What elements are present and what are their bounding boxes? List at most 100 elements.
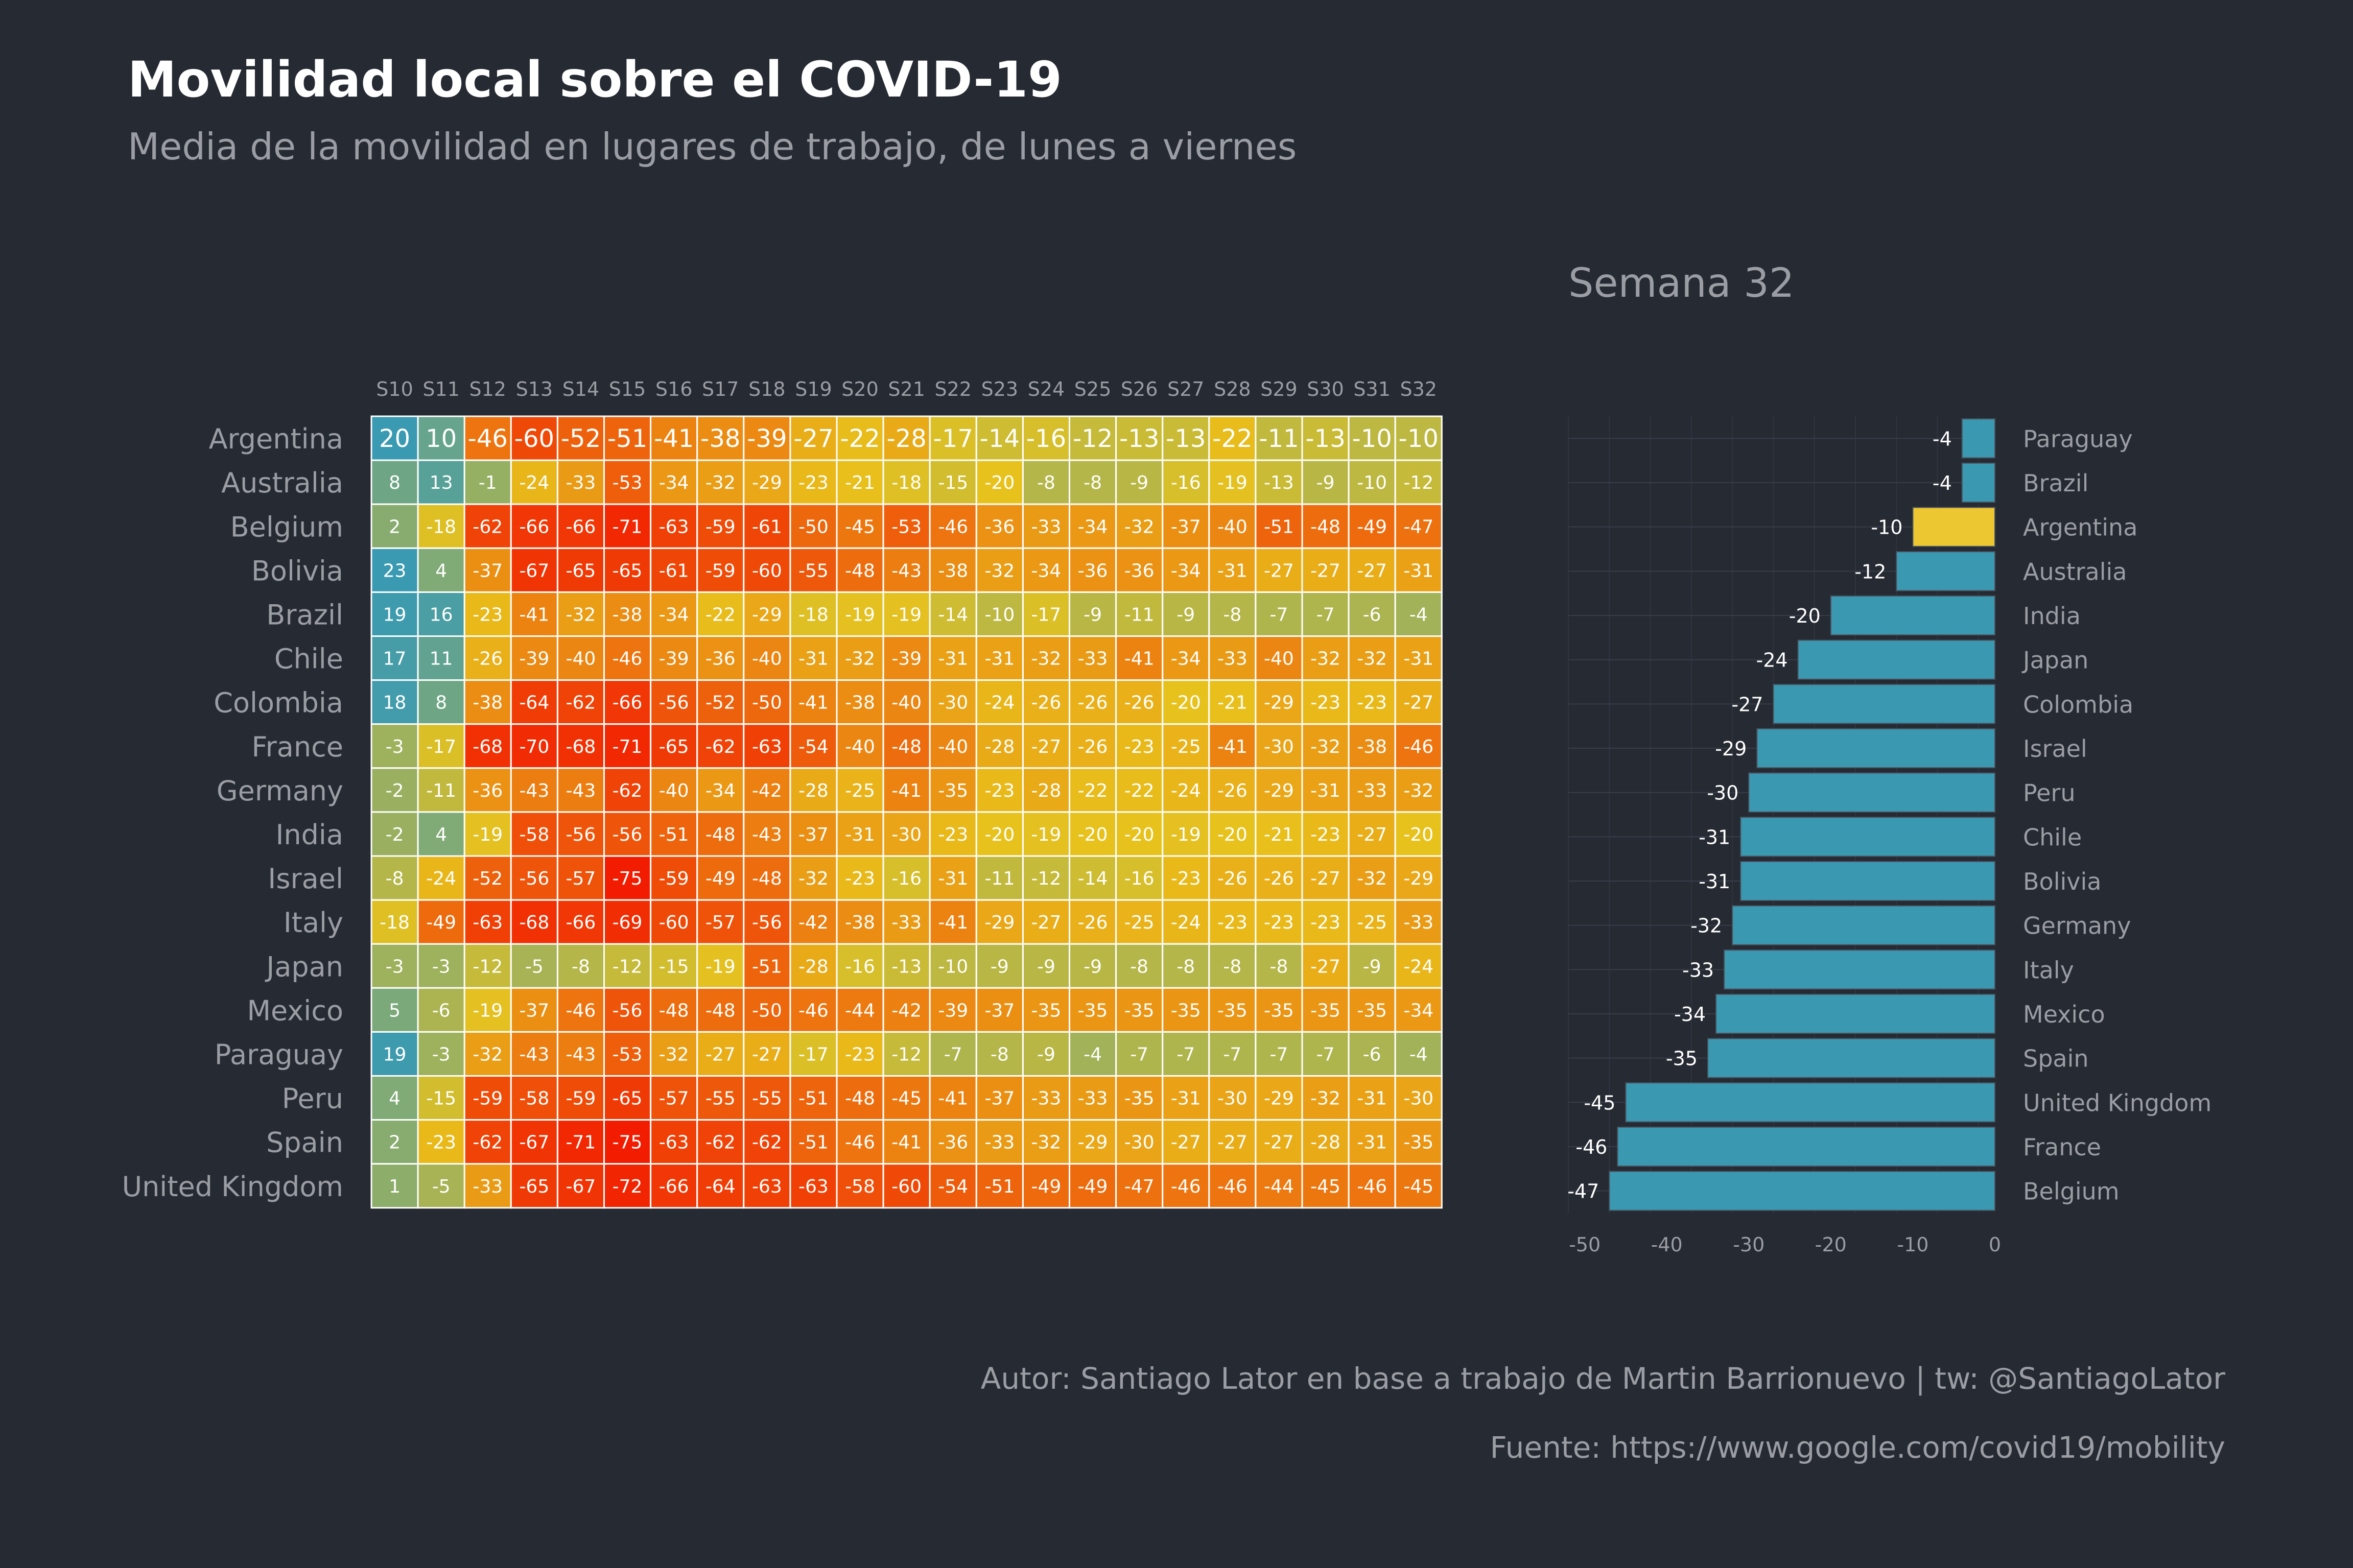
bar-country-label: Mexico xyxy=(2023,1001,2105,1028)
heat-cell-label: -63 xyxy=(752,1176,782,1197)
heat-cell-label: 13 xyxy=(430,472,453,493)
heat-cell-label: -44 xyxy=(845,1000,875,1021)
heat-cell-label: -55 xyxy=(752,1088,782,1109)
heat-cell-label: -14 xyxy=(980,424,1020,453)
heat-cell-label: -69 xyxy=(613,912,643,933)
heat-cell xyxy=(463,1075,512,1121)
heat-cell-label: -9 xyxy=(1363,956,1381,977)
heat-cell-label: -62 xyxy=(752,1132,782,1153)
heat-cell-label: -2 xyxy=(386,824,404,845)
heat-cell-label: -23 xyxy=(1310,693,1340,714)
heat-cell-label: -32 xyxy=(1124,516,1155,537)
bar-country-label: France xyxy=(2023,1133,2101,1161)
heat-cell-label: -56 xyxy=(752,912,782,933)
heat-cell-label: -30 xyxy=(1217,1088,1248,1109)
heat-cell-label: -31 xyxy=(938,649,968,670)
heat-cell-label: -25 xyxy=(1124,912,1155,933)
heat-cell xyxy=(743,855,791,901)
heat-cell xyxy=(556,943,605,989)
heat-cell-label: -37 xyxy=(798,824,829,845)
heat-cell-label: 17 xyxy=(383,649,407,670)
heat-cell-label: -34 xyxy=(1171,560,1201,581)
heat-cell xyxy=(836,679,884,725)
heat-cell xyxy=(510,855,558,901)
heat-cell-label: -42 xyxy=(752,780,782,801)
heat-cell-label: -4 xyxy=(1409,604,1428,625)
heat-cell-label: -7 xyxy=(944,1044,962,1065)
heat-cell-label: -17 xyxy=(426,737,456,757)
heat-cell-label: -54 xyxy=(798,737,829,757)
heat-cell xyxy=(1301,767,1350,813)
heat-cell-label: -10 xyxy=(1399,424,1439,453)
heat-cell-label: -22 xyxy=(1124,780,1155,801)
heat-cell xyxy=(743,635,791,681)
heat-cell-label: -18 xyxy=(380,912,410,933)
heat-cell xyxy=(1394,1163,1443,1209)
bar-value-label: -12 xyxy=(1854,560,1886,583)
heat-cell xyxy=(1115,811,1164,857)
heat-cell-label: -38 xyxy=(1357,737,1387,757)
heat-cell xyxy=(1162,459,1210,505)
heat-cell-label: -68 xyxy=(566,737,596,757)
heat-cell-label: -37 xyxy=(473,560,503,581)
heat-cell xyxy=(1394,1075,1443,1121)
heat-cell xyxy=(417,811,465,857)
heat-cell xyxy=(1022,415,1071,461)
heat-cell-label: -45 xyxy=(1310,1176,1340,1197)
heat-cell xyxy=(836,1163,884,1209)
bar-value-label: -31 xyxy=(1699,870,1730,893)
heat-cell-label: -36 xyxy=(473,780,503,801)
heat-cell-label: -6 xyxy=(1363,1044,1381,1065)
heat-cell-label: -62 xyxy=(566,693,596,714)
heat-cell-label: -24 xyxy=(519,472,549,493)
week-label: S11 xyxy=(422,378,459,400)
heat-cell-label: -31 xyxy=(1357,1088,1387,1109)
heat-cell xyxy=(696,635,745,681)
week-label: S30 xyxy=(1307,378,1344,400)
heat-cell xyxy=(836,811,884,857)
heat-cell-label: -31 xyxy=(1171,1088,1201,1109)
bar xyxy=(1912,507,1996,547)
heat-cell-label: -9 xyxy=(1176,604,1195,625)
heat-cell-label: -28 xyxy=(886,424,926,453)
heat-cell-label: -35 xyxy=(1357,1000,1387,1021)
heat-cell-label: -35 xyxy=(1124,1000,1155,1021)
heat-cell-label: -67 xyxy=(519,1132,549,1153)
heat-cell-label: -62 xyxy=(473,516,503,537)
heat-cell xyxy=(1394,415,1443,461)
heat-cell xyxy=(1208,855,1257,901)
heat-cell xyxy=(836,415,884,461)
heat-cell-label: -51 xyxy=(607,424,647,453)
heat-cell-label: -54 xyxy=(938,1176,968,1197)
heat-cell xyxy=(1069,943,1117,989)
heat-cell-label: -12 xyxy=(1031,868,1062,889)
heat-cell xyxy=(603,811,652,857)
heat-cell xyxy=(510,1075,558,1121)
heat-cell xyxy=(836,591,884,637)
bar xyxy=(1797,639,1996,680)
heat-cell xyxy=(1115,1075,1164,1121)
heat-cell-label: -63 xyxy=(798,1176,829,1197)
heat-cell-label: -65 xyxy=(613,1088,643,1109)
heat-cell-label: -29 xyxy=(752,604,782,625)
heat-cell-label: -32 xyxy=(1310,1088,1340,1109)
heat-cell-label: -8 xyxy=(572,956,590,977)
heat-cell xyxy=(975,635,1024,681)
country-label: Belgium xyxy=(230,511,343,543)
heat-cell-label: -8 xyxy=(386,868,404,889)
heat-cell xyxy=(1162,547,1210,593)
heat-cell-label: -26 xyxy=(1124,693,1155,714)
heat-cell-label: -20 xyxy=(1171,693,1201,714)
heat-cell-label: -70 xyxy=(519,737,549,757)
heat-cell xyxy=(836,943,884,989)
heat-cell xyxy=(1255,679,1303,725)
heat-cell-label: -19 xyxy=(845,604,875,625)
heat-cell-label: -59 xyxy=(659,868,689,889)
heat-cell-label: -28 xyxy=(798,780,829,801)
heat-cell xyxy=(975,943,1024,989)
caption-source: Fuente: https://www.google.com/covid19/m… xyxy=(1490,1430,2225,1465)
bar-value-label: -46 xyxy=(1575,1136,1607,1158)
heat-cell-label: -55 xyxy=(798,560,829,581)
heat-cell-label: -26 xyxy=(1217,780,1248,801)
heat-cell-label: -66 xyxy=(566,912,596,933)
